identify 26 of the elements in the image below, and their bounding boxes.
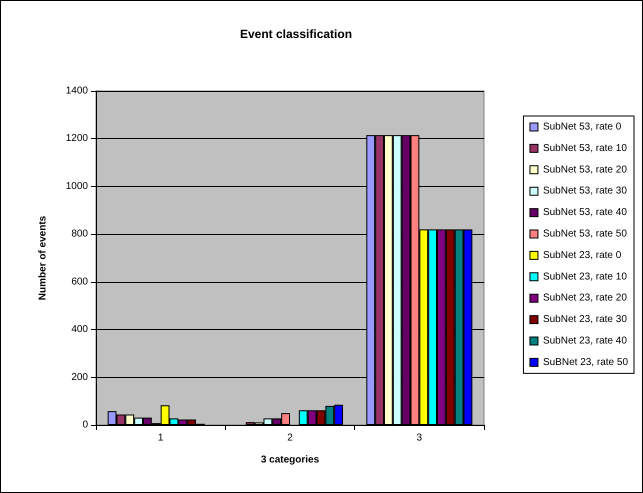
x-tick-label: 3 [416, 432, 423, 444]
y-axis-title: Number of events [38, 215, 48, 300]
legend-label: SubNet 53, rate 40 [542, 207, 628, 218]
y-tick-label: 800 [71, 228, 88, 240]
legend-label: SubNet 23, rate 40 [542, 336, 628, 346]
y-tick-label: 600 [71, 276, 88, 288]
legend-label: SubNet 53, rate 0 [542, 122, 622, 132]
legend-label: SubNet 23, rate 30 [542, 314, 628, 326]
x-tick-label: 2 [287, 432, 294, 444]
x-tick-label: 1 [158, 432, 164, 444]
y-tick-label: 1400 [66, 86, 88, 96]
legend-label: SubNet 53, rate 10 [542, 142, 628, 154]
y-tick-label: 400 [71, 324, 88, 336]
y-tick-label: 1200 [66, 133, 88, 144]
legend-label: SubNet 53, rate 20 [542, 164, 628, 176]
legend-label: SubNet 23, rate 20 [542, 292, 628, 304]
y-tick-label: 200 [71, 372, 88, 383]
y-tick-label: 0 [82, 420, 88, 430]
legend-label: SuBNet 23, rate 50 [542, 356, 628, 368]
legend-label: SubNet 23, rate 10 [542, 271, 628, 282]
y-tick-label: 1000 [66, 180, 88, 192]
legend-label: SubNet 53, rate 30 [542, 186, 628, 197]
chart-title: Event classification [240, 27, 352, 41]
legend-label: SubNet 23, rate 0 [542, 250, 622, 261]
x-axis-title: 3 categories [260, 454, 320, 466]
legend-label: SubNet 53, rate 50 [542, 228, 628, 240]
